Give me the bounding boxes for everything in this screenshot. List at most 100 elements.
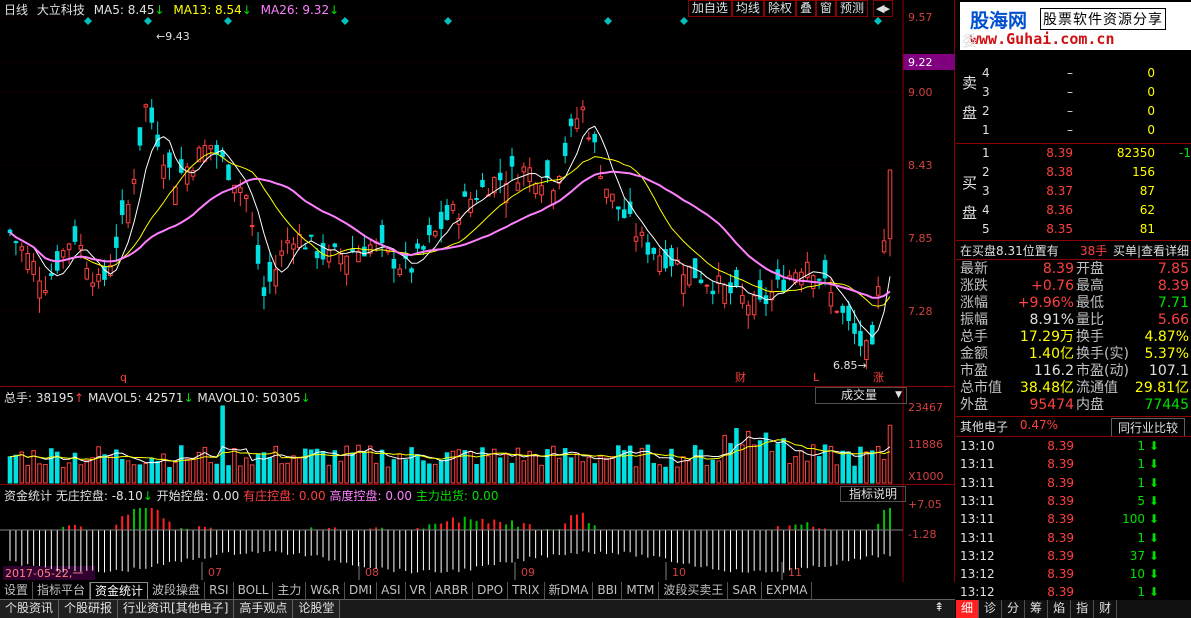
indicator-tab-2[interactable]: 资金统计 bbox=[90, 582, 149, 599]
detail-link[interactable]: 买单|查看详细 bbox=[1112, 244, 1189, 258]
right-tab-6[interactable]: 财 bbox=[1094, 600, 1118, 618]
volume-bar bbox=[84, 459, 90, 484]
window-button[interactable]: 窗 bbox=[815, 0, 836, 17]
right-tab-2[interactable]: 分 bbox=[1002, 600, 1026, 618]
ex-rights-button[interactable]: 除权 bbox=[763, 0, 796, 17]
volume-indicator-dropdown[interactable]: 成交量 ▼ bbox=[815, 387, 907, 404]
volume-bar bbox=[444, 452, 450, 484]
volume-bar bbox=[852, 465, 857, 484]
right-tab-3[interactable]: 筹 bbox=[1025, 600, 1049, 618]
indicator-tab-12[interactable]: DPO bbox=[473, 582, 509, 599]
candle-body bbox=[669, 248, 674, 267]
volume-bar bbox=[492, 448, 497, 484]
volume-bar bbox=[793, 456, 798, 484]
volume-bar bbox=[710, 459, 716, 484]
info-tab-1[interactable]: 个股研报 bbox=[59, 600, 119, 618]
indicator-tab-18[interactable]: SAR bbox=[728, 582, 762, 599]
volume-bar bbox=[509, 462, 515, 484]
candle-body bbox=[598, 176, 603, 179]
indicator-tab-5[interactable]: BOLL bbox=[234, 582, 274, 599]
indicator-help-button[interactable]: 指标说明 bbox=[840, 486, 907, 502]
tick-row: 13:12 8.39 37 ⬇ bbox=[956, 549, 1191, 566]
right-tab-5[interactable]: 指 bbox=[1071, 600, 1095, 618]
event-diamond-icon[interactable] bbox=[144, 17, 152, 25]
event-marker[interactable]: L bbox=[813, 371, 820, 384]
quote-value: +0.76 bbox=[1031, 278, 1074, 294]
candle-body bbox=[568, 118, 574, 127]
right-tab-4[interactable]: 焰 bbox=[1048, 600, 1072, 618]
quote-value: 17.29万 bbox=[1019, 329, 1074, 345]
quote-value: 7.85 bbox=[1157, 261, 1189, 277]
right-tab-0[interactable]: 细 bbox=[956, 600, 980, 618]
info-tab-3[interactable]: 高手观点 bbox=[234, 600, 294, 618]
event-marker[interactable]: q bbox=[120, 371, 127, 384]
indicator-tab-13[interactable]: TRIX bbox=[508, 582, 545, 599]
tick-price: 8.39 bbox=[1047, 512, 1074, 527]
price-axis-label: 8.43 bbox=[908, 159, 933, 172]
candle-body bbox=[805, 261, 810, 278]
info-tab-0[interactable]: 个股资讯 bbox=[0, 600, 60, 618]
indicator-tab-17[interactable]: 波段买卖王 bbox=[659, 582, 729, 599]
add-favorite-button[interactable]: 加自选 bbox=[687, 0, 732, 17]
indicator-tab-16[interactable]: MTM bbox=[622, 582, 660, 599]
ma13-value: MA13: 8.54↓ bbox=[173, 3, 252, 17]
compare-link[interactable]: 同行业比较 bbox=[1110, 418, 1185, 437]
buy-price: 8.39 bbox=[1046, 146, 1073, 160]
candle-body bbox=[698, 279, 704, 284]
expand-up-icon[interactable]: ⇞ bbox=[933, 600, 945, 614]
tick-row: 13:10 8.39 1 ⬇ bbox=[956, 439, 1191, 456]
sell-level-row: 1 – 0 bbox=[956, 123, 1191, 140]
indicator-tab-14[interactable]: 新DMA bbox=[545, 582, 594, 599]
candle-body bbox=[539, 185, 544, 196]
period-label[interactable]: 日线 bbox=[4, 3, 29, 17]
candle-body bbox=[633, 236, 639, 242]
right-tab-1[interactable]: 诊 bbox=[979, 600, 1003, 618]
indicator-tab-6[interactable]: 主力 bbox=[273, 582, 307, 599]
chart-area[interactable]: 日线 大立科技 MA5: 8.45↓ MA13: 8.54↓ MA26: 9.3… bbox=[0, 0, 955, 582]
buy-volume: 156 bbox=[1132, 165, 1155, 179]
forecast-button[interactable]: 预测 bbox=[835, 0, 868, 17]
candle-body bbox=[344, 255, 349, 275]
indicator-tab-3[interactable]: 波段操盘 bbox=[148, 582, 206, 599]
event-diamond-icon[interactable] bbox=[874, 17, 882, 25]
indicator-tab-11[interactable]: ARBR bbox=[431, 582, 474, 599]
ma-button[interactable]: 均线 bbox=[731, 0, 764, 17]
tick-volume: 37 bbox=[1129, 548, 1145, 563]
event-diamond-icon[interactable] bbox=[84, 17, 92, 25]
candle-body bbox=[875, 286, 881, 296]
indicator-tab-9[interactable]: ASI bbox=[377, 582, 406, 599]
indicator-tab-8[interactable]: DMI bbox=[345, 582, 378, 599]
volume-bar bbox=[864, 451, 869, 484]
event-diamond-icon[interactable] bbox=[680, 17, 688, 25]
event-marker[interactable]: 涨 bbox=[873, 371, 884, 384]
event-diamond-icon[interactable] bbox=[341, 17, 349, 25]
candle-body bbox=[49, 273, 54, 276]
candle-body bbox=[704, 284, 710, 287]
info-tab-4[interactable]: 论股堂 bbox=[293, 600, 341, 618]
indicator-tab-10[interactable]: VR bbox=[406, 582, 432, 599]
indicator-tab-4[interactable]: RSI bbox=[205, 582, 234, 599]
info-tab-2[interactable]: 行业资讯[其他电子] bbox=[118, 600, 235, 618]
indicator-tab-0[interactable]: 设置 bbox=[0, 582, 34, 599]
indicator-tab-7[interactable]: W&R bbox=[306, 582, 345, 599]
scroll-arrow-icon[interactable]: ◀▸ bbox=[873, 0, 893, 17]
event-diamond-icon[interactable] bbox=[604, 17, 612, 25]
event-diamond-icon[interactable] bbox=[444, 17, 452, 25]
volume-bar bbox=[568, 457, 574, 484]
candle-body bbox=[308, 234, 314, 237]
sector-pct: 0.47% bbox=[1019, 418, 1058, 432]
candle-body bbox=[409, 268, 414, 273]
kline-chart[interactable]: 9.57 9.22 9.00 8.43 7.85 7.28 23467 11886 X1000 +… bbox=[0, 0, 955, 582]
event-diamond-icon[interactable] bbox=[224, 17, 232, 25]
volume-bar bbox=[787, 463, 792, 484]
candle-body bbox=[362, 246, 367, 257]
quote-value: 8.91% bbox=[1029, 312, 1074, 328]
indicator-tab-15[interactable]: BBI bbox=[593, 582, 623, 599]
overlay-button[interactable]: 叠 bbox=[795, 0, 816, 17]
indicator-tab-19[interactable]: EXPMA bbox=[762, 582, 813, 599]
total-volume: 总手: 38195 bbox=[4, 391, 75, 405]
event-marker[interactable]: 财 bbox=[735, 370, 746, 384]
indicator-tab-1[interactable]: 指标平台 bbox=[33, 582, 91, 599]
candle-body bbox=[155, 134, 160, 147]
candle-body bbox=[226, 164, 231, 181]
